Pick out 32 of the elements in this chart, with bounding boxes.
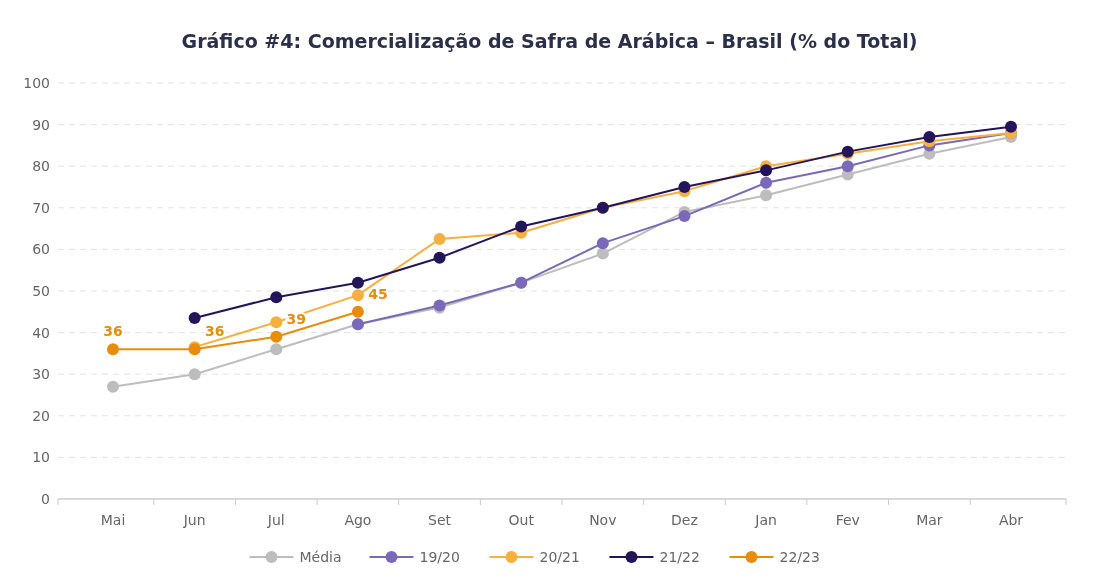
y-tick-label: 30 (32, 366, 50, 383)
legend-label: Média (299, 548, 342, 565)
x-tick-label: Nov (589, 512, 617, 528)
x-tick-label: Jul (266, 512, 285, 528)
y-tick-label: 20 (32, 407, 50, 424)
x-tick-label: Mai (100, 512, 126, 528)
x-tick-label: Jan (754, 512, 777, 528)
y-tick-label: 60 (32, 241, 50, 258)
data-label: 36 (103, 323, 123, 340)
legend-label: 19/20 (419, 548, 460, 565)
x-tick-label: Abr (998, 512, 1024, 528)
data-label: 36 (204, 323, 225, 340)
x-tick-label: Set (428, 512, 452, 528)
x-tick-label: Out (508, 512, 535, 528)
y-tick-label: 100 (23, 74, 50, 91)
data-label: 45 (368, 285, 388, 302)
legend-label: 22/23 (779, 548, 820, 565)
legend-label: 21/22 (659, 548, 700, 565)
x-tick-label: Fev (835, 512, 860, 528)
y-tick-label: 80 (32, 158, 50, 175)
y-tick-label: 50 (32, 282, 50, 299)
y-tick-label: 90 (32, 116, 50, 133)
x-tick-label: Ago (344, 512, 372, 528)
legend-label: 20/21 (539, 548, 580, 565)
y-tick-label: 0 (41, 490, 50, 507)
y-tick-label: 40 (32, 324, 50, 341)
x-tick-label: Dez (671, 512, 698, 528)
chart-title: Gráfico #4: Comercialização de Safra de Arábica – Brasil (% do Total) (181, 30, 918, 52)
y-tick-label: 70 (32, 199, 50, 216)
y-tick-label: 10 (32, 449, 50, 466)
x-tick-label: Jun (182, 512, 206, 528)
x-tick-label: Mar (916, 512, 943, 528)
